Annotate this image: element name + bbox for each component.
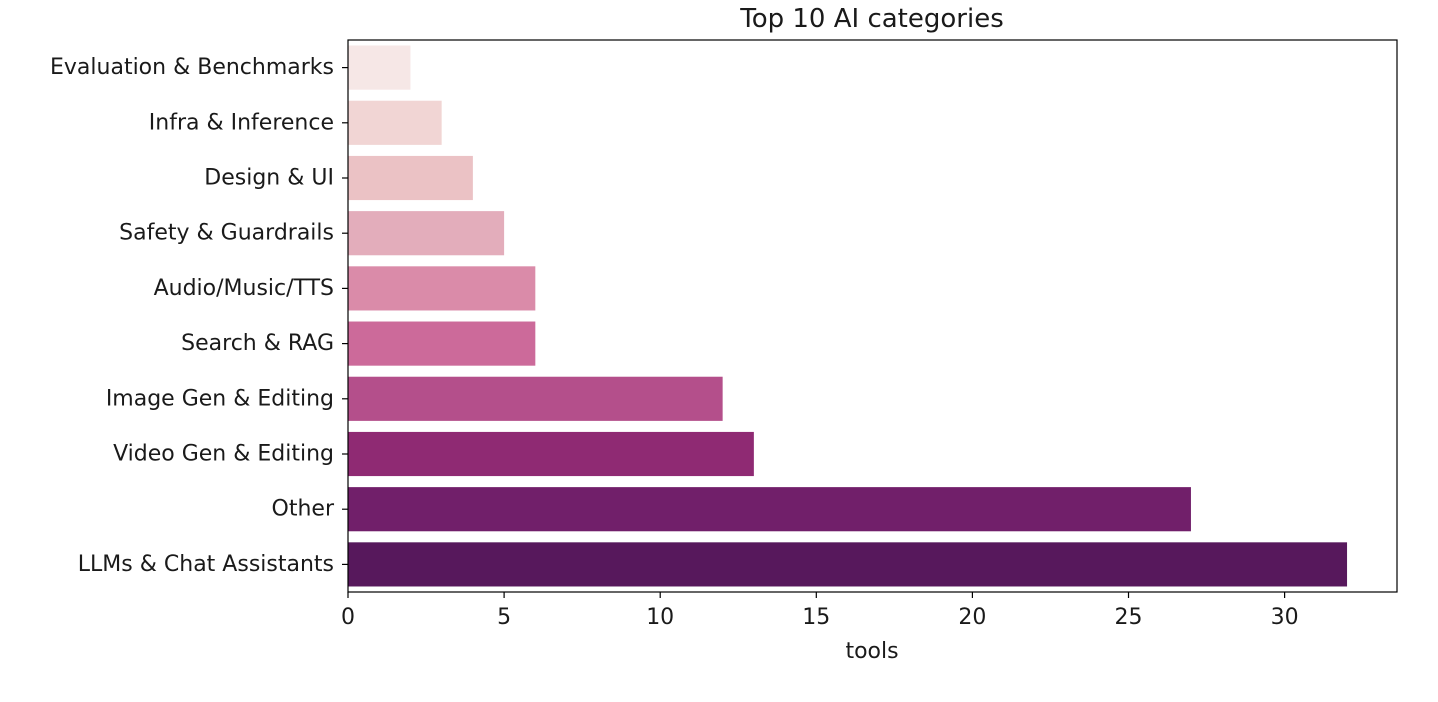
plot-frame bbox=[347, 39, 1398, 593]
y-tick-label: Design & UI bbox=[204, 166, 334, 191]
bar bbox=[348, 155, 473, 201]
y-tick-label: Video Gen & Editing bbox=[113, 442, 334, 467]
x-tick-label: 5 bbox=[497, 605, 511, 630]
x-tick-label: 0 bbox=[341, 605, 355, 630]
y-tick-label: Image Gen & Editing bbox=[106, 386, 334, 411]
y-tick-label: Safety & Guardrails bbox=[119, 221, 334, 246]
chart-title: Top 10 AI categories bbox=[739, 4, 1004, 34]
bar bbox=[348, 487, 1191, 532]
bar bbox=[348, 542, 1348, 587]
x-axis: 0 5 10 15 20 25 30 bbox=[341, 592, 1299, 630]
x-tick-label: 30 bbox=[1271, 605, 1299, 630]
y-tick-label: Infra & Inference bbox=[149, 110, 334, 135]
y-tick-label: Audio/Music/TTS bbox=[154, 276, 334, 301]
x-tick-label: 10 bbox=[646, 605, 674, 630]
x-tick-label: 15 bbox=[802, 605, 830, 630]
y-tick-label: Search & RAG bbox=[181, 331, 334, 356]
x-tick-label: 20 bbox=[958, 605, 986, 630]
bar bbox=[348, 321, 536, 366]
y-axis: Evaluation & Benchmarks Infra & Inference… bbox=[50, 55, 348, 577]
bar bbox=[348, 45, 411, 90]
bar bbox=[348, 376, 723, 421]
bar bbox=[348, 431, 754, 477]
x-tick-label: 25 bbox=[1115, 605, 1143, 630]
bar bbox=[348, 266, 536, 311]
y-tick-label: Other bbox=[272, 497, 335, 522]
y-tick-label: LLMs & Chat Assistants bbox=[78, 552, 334, 577]
y-tick-label: Evaluation & Benchmarks bbox=[50, 55, 334, 80]
bar bbox=[348, 211, 505, 256]
bars-group bbox=[348, 45, 1348, 587]
x-axis-label: tools bbox=[845, 639, 898, 664]
bar bbox=[348, 100, 442, 145]
